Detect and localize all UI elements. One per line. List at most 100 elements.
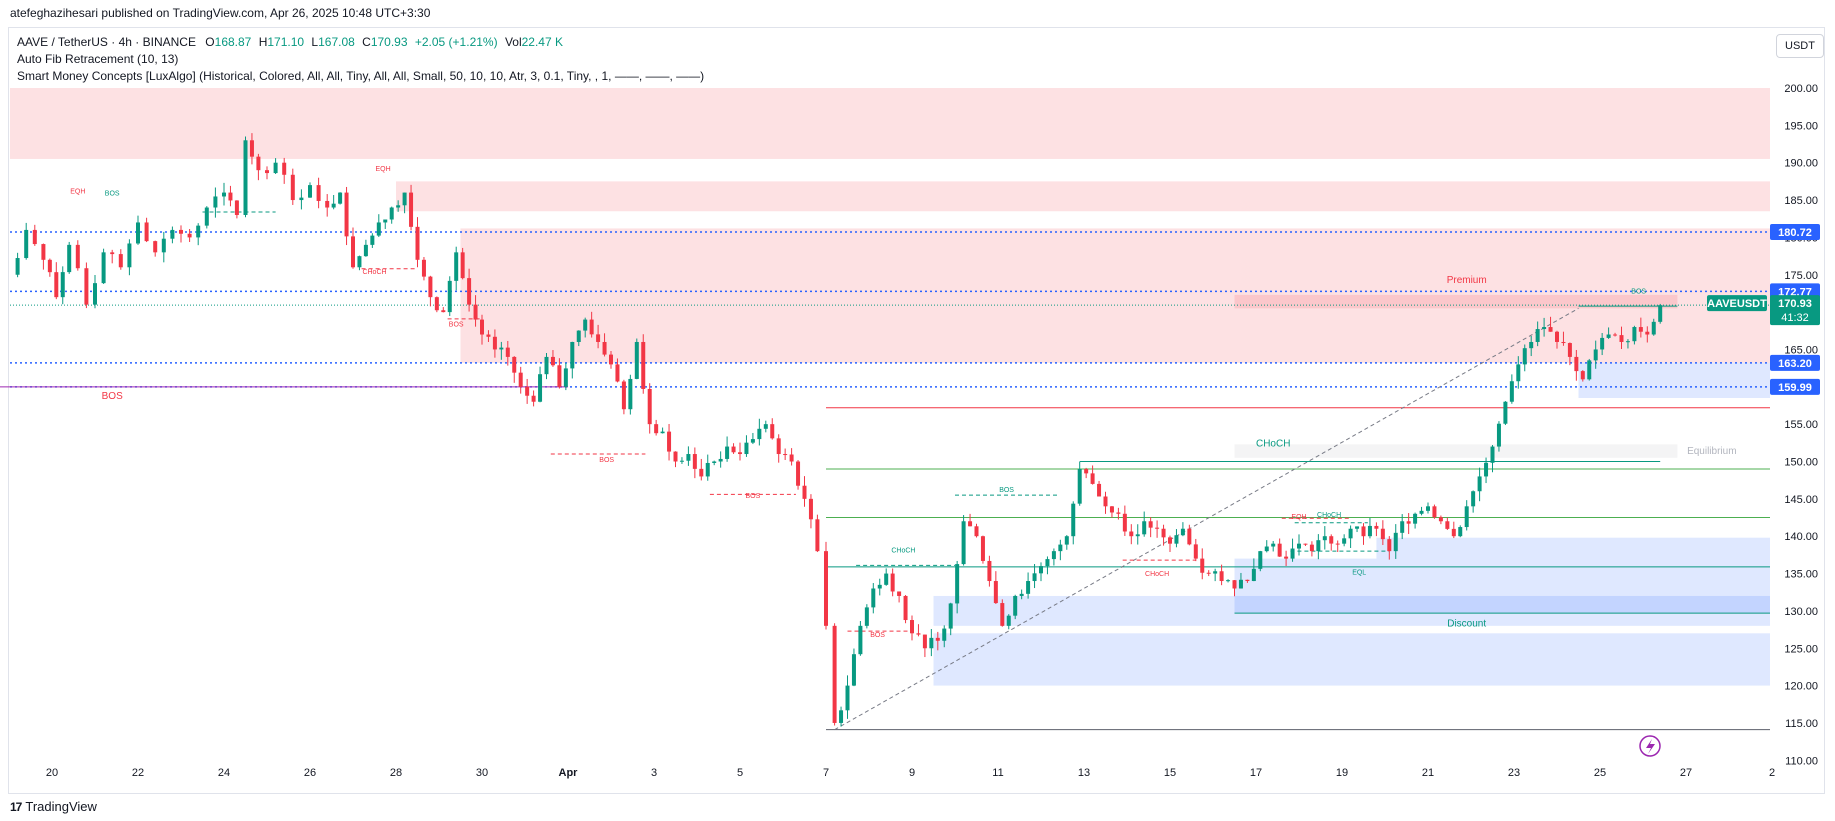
tradingview-footer[interactable]: 17 TradingView <box>10 799 97 814</box>
candle <box>1122 505 1127 536</box>
candle-body <box>890 573 895 592</box>
candle <box>1142 511 1147 537</box>
candle-body <box>1529 341 1534 349</box>
candle-body <box>1064 536 1069 545</box>
y-axis-tick: 125.00 <box>1784 643 1818 655</box>
y-axis-tick: 115.00 <box>1785 718 1818 730</box>
candle-body <box>357 256 362 268</box>
currency-button[interactable]: USDT <box>1776 34 1824 58</box>
candle <box>316 177 321 209</box>
x-axis-tick: 19 <box>1336 767 1348 779</box>
candle <box>647 383 652 434</box>
high-label: H <box>258 35 268 49</box>
candle-body <box>170 229 175 239</box>
price-level-badge[interactable]: 159.99 <box>1770 378 1820 395</box>
candle-body <box>1264 546 1269 552</box>
y-axis-tick: 155.00 <box>1784 419 1818 431</box>
candle <box>460 247 465 280</box>
candle-body <box>434 297 439 311</box>
candle-body <box>505 347 510 357</box>
candle <box>363 239 368 257</box>
candle <box>1116 507 1121 520</box>
candle-body <box>1071 503 1076 537</box>
candle-body <box>744 442 749 455</box>
candle-body <box>308 185 312 198</box>
candle-body <box>609 354 613 365</box>
candle-body <box>948 603 953 629</box>
candle-body <box>1226 580 1231 582</box>
candle <box>325 194 330 217</box>
candle-body <box>1284 556 1289 559</box>
chart-annotation: BOS <box>105 191 120 198</box>
candle-body <box>1006 615 1011 626</box>
candle-body <box>922 634 927 649</box>
tradingview-logo-icon: 17 <box>10 799 22 814</box>
x-axis-tick: Apr <box>559 767 579 779</box>
candle-body <box>1251 568 1256 582</box>
candle <box>839 706 844 727</box>
candle-body <box>916 633 921 635</box>
candle-body <box>101 252 106 284</box>
candle <box>576 330 581 347</box>
candle <box>1509 374 1514 404</box>
candle-body <box>802 485 807 499</box>
y-axis-tick: 145.00 <box>1784 494 1818 506</box>
candle-body <box>351 236 355 268</box>
candle-body <box>1419 510 1424 514</box>
candle-body <box>1490 446 1495 463</box>
last-price-badge[interactable]: AAVEUSDT 170.93 41:32 <box>1707 295 1820 326</box>
candle-body <box>1587 360 1592 380</box>
candle-body <box>1632 327 1637 342</box>
candle-body <box>770 424 775 439</box>
chart-annotation: Premium <box>1447 275 1487 286</box>
candle-body <box>1180 528 1185 536</box>
candle-body <box>234 200 239 215</box>
candle <box>1039 562 1043 582</box>
candle-body <box>589 319 594 335</box>
candle <box>1380 520 1385 546</box>
candle <box>505 340 510 366</box>
candle <box>871 583 876 614</box>
candle-body <box>512 356 517 373</box>
chart-annotation: BOS <box>999 487 1014 494</box>
candle <box>929 628 934 657</box>
candle <box>54 262 59 300</box>
candle <box>15 252 20 278</box>
candle-body <box>1458 527 1463 537</box>
candle <box>234 200 239 219</box>
low-label: L <box>311 35 319 49</box>
indicator-fib-legend[interactable]: Auto Fib Retracement (10, 13) <box>17 52 179 66</box>
symbol-name[interactable]: AAVE / TetherUS · 4h · BINANCE <box>17 35 196 49</box>
candle-body <box>1148 521 1153 528</box>
candle-body <box>1193 544 1198 559</box>
candle-body <box>1503 401 1508 424</box>
indicator-smc-legend[interactable]: Smart Money Concepts [LuxAlgo] (Historic… <box>17 69 705 83</box>
price-level-badge[interactable]: 163.20 <box>1770 354 1820 371</box>
volume-label: Vol <box>504 35 522 49</box>
candle <box>877 578 882 596</box>
candle <box>802 476 807 507</box>
candle-body <box>660 431 665 434</box>
volume-value: 22.47 K <box>521 35 563 49</box>
candle-body <box>47 259 52 273</box>
candle <box>110 249 115 264</box>
lightning-icon[interactable] <box>1639 735 1661 757</box>
symbol-legend[interactable]: AAVE / TetherUS · 4h · BINANCE O168.87 H… <box>17 35 563 49</box>
candle <box>1625 339 1630 349</box>
candle-body <box>1058 544 1063 552</box>
candle <box>67 241 72 274</box>
candle-body <box>832 625 837 723</box>
demand-zone-3 <box>1234 558 1770 614</box>
candle-body <box>1238 579 1243 589</box>
candle <box>987 555 992 587</box>
x-axis-tick: 26 <box>304 767 316 779</box>
candle <box>222 182 226 206</box>
candle-body <box>1658 305 1663 322</box>
last-price-symbol: AAVEUSDT <box>1707 298 1767 310</box>
candle <box>718 451 723 468</box>
candle <box>1026 572 1031 599</box>
price-level-badge[interactable]: 180.72 <box>1770 224 1820 241</box>
candle-body <box>1316 540 1321 552</box>
candle <box>705 454 710 481</box>
